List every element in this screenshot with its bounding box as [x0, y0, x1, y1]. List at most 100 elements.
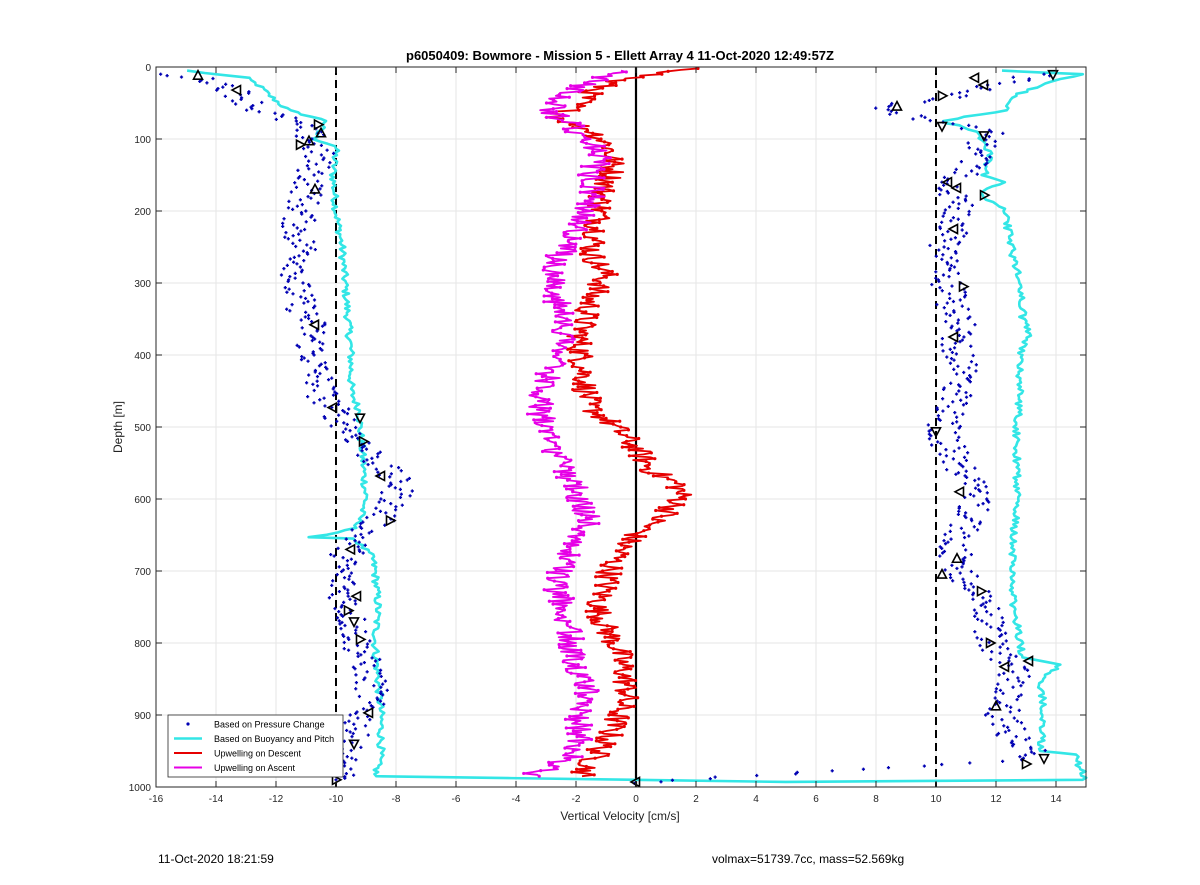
series-upwelling-ascent-point: [567, 95, 571, 99]
pressure-descent-point: [316, 179, 320, 183]
series-upwelling-ascent-point: [570, 527, 575, 531]
pressure-descent-point: [345, 439, 350, 443]
pressure-ascent-point: [936, 440, 940, 444]
series-upwelling-descent-point: [624, 439, 629, 443]
pressure-ascent-point: [1005, 704, 1009, 708]
pressure-descent-point: [296, 176, 301, 180]
series-upwelling-descent-point: [580, 336, 584, 340]
pressure-descent-point: [344, 772, 348, 776]
pressure-ascent-point: [1019, 721, 1024, 725]
pressure-descent-point: [379, 685, 383, 689]
series-upwelling-descent-point: [614, 83, 618, 88]
series-upwelling-ascent-point: [581, 138, 585, 143]
series-upwelling-ascent-point: [563, 130, 567, 134]
series-upwelling-descent-point: [613, 670, 617, 674]
pressure-ascent-point: [973, 614, 977, 618]
series-upwelling-descent-point: [595, 736, 599, 740]
pressure-ascent-point: [963, 511, 968, 515]
pressure-descent-point: [393, 508, 398, 512]
pressure-descent-point: [367, 441, 371, 445]
pressure-ascent-point: [954, 472, 958, 476]
pressure-descent-point: [325, 148, 329, 152]
pressure-descent-point: [348, 713, 352, 717]
pressure-descent-point: [331, 579, 335, 583]
series-upwelling-ascent-point: [539, 389, 544, 393]
series-upwelling-descent-point: [644, 534, 648, 539]
pressure-ascent-point: [940, 257, 944, 261]
series-upwelling-descent-point: [602, 241, 606, 245]
pressure-ascent-point: [795, 770, 799, 774]
series-upwelling-descent-point: [600, 86, 605, 90]
pressure-ascent-point: [967, 366, 971, 370]
series-upwelling-ascent-point: [565, 87, 569, 91]
pressure-ascent-point: [964, 458, 969, 463]
series-upwelling-descent-point: [590, 324, 594, 328]
pressure-ascent-point: [983, 605, 987, 609]
pressure-descent-point: [342, 421, 346, 425]
legend-label: Based on Pressure Change: [214, 720, 325, 730]
grid-lines: [155, 66, 1086, 788]
pressure-ascent-point: [968, 761, 972, 765]
pressure-ascent-point: [978, 520, 982, 524]
series-upwelling-descent-point: [629, 655, 633, 660]
series-upwelling-ascent-point: [574, 242, 578, 246]
pressure-ascent-point: [975, 636, 979, 640]
series-upwelling-ascent-point: [560, 118, 564, 122]
pressure-ascent-point: [973, 630, 977, 634]
series-upwelling-ascent-point: [590, 75, 595, 79]
pressure-ascent-point: [938, 286, 942, 290]
pressure-ascent-point: [958, 95, 962, 99]
pressure-descent-point: [302, 289, 306, 293]
pressure-descent-point: [368, 639, 372, 643]
pressure-ascent-point: [1027, 674, 1031, 679]
pressure-descent-point: [257, 110, 261, 114]
pressure-ascent-point: [1001, 620, 1005, 625]
series-upwelling-descent-point: [596, 313, 600, 317]
pressure-descent-point: [250, 107, 254, 111]
pressure-descent-point: [327, 596, 331, 600]
series-upwelling-descent-point: [585, 747, 589, 752]
pressure-descent-point: [345, 412, 350, 416]
series-upwelling-ascent-point: [573, 691, 577, 696]
series-upwelling-descent-point: [591, 238, 595, 242]
series-upwelling-descent-point: [591, 278, 596, 282]
series-upwelling-ascent-point: [556, 631, 560, 635]
series-upwelling-ascent-point: [590, 697, 594, 701]
pressure-descent-point: [350, 735, 354, 739]
pressure-descent-point: [358, 549, 362, 554]
series-upwelling-ascent-point: [561, 112, 565, 117]
pressure-ascent-point: [949, 523, 953, 527]
series-upwelling-ascent-point: [565, 622, 569, 626]
series-upwelling-descent-point: [591, 131, 595, 135]
pressure-descent-point: [343, 721, 347, 725]
pressure-descent-point: [326, 378, 331, 382]
pressure-ascent-point: [936, 414, 941, 418]
pressure-descent-point: [165, 74, 169, 78]
series-upwelling-ascent-point: [522, 771, 526, 776]
triangle-marker: [1022, 655, 1034, 667]
series-upwelling-ascent-point: [547, 763, 551, 767]
pressure-ascent-point: [946, 229, 950, 234]
pressure-descent-point: [350, 435, 354, 439]
pressure-descent-point: [304, 381, 309, 385]
pressure-descent-point: [301, 281, 305, 285]
series-upwelling-descent-point: [675, 491, 679, 495]
series-upwelling-descent-point: [588, 370, 592, 374]
series-upwelling-ascent-point: [566, 239, 570, 243]
series-upwelling-descent-point: [573, 327, 577, 331]
series-upwelling-ascent-point: [602, 176, 606, 180]
series-upwelling-ascent-point: [575, 202, 580, 206]
pressure-ascent-point: [973, 486, 978, 490]
pressure-ascent-point: [966, 141, 970, 145]
series-buoyancy-pitch-line: [186, 69, 1088, 784]
series-upwelling-descent-point: [632, 684, 636, 688]
pressure-ascent-point: [928, 119, 932, 123]
pressure-ascent-point: [1002, 671, 1006, 675]
pressure-descent-point: [291, 292, 295, 296]
series-upwelling-ascent-point: [546, 400, 550, 405]
series-upwelling-descent-point: [682, 483, 686, 487]
pressure-ascent-point: [926, 423, 930, 427]
series-upwelling-ascent-point: [565, 562, 569, 566]
series-upwelling-ascent-point: [563, 346, 568, 350]
pressure-descent-point: [346, 594, 350, 598]
